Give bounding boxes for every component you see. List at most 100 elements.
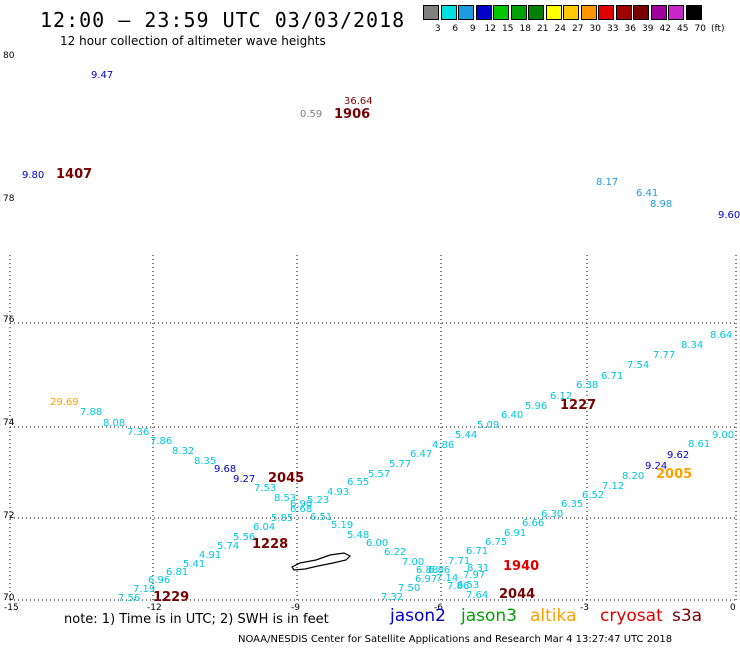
wave-height-value: 9.47 xyxy=(91,70,113,81)
wave-height-value: 9.00 xyxy=(712,430,734,441)
scale-swatch xyxy=(633,5,649,20)
wave-height-value: 0.59 xyxy=(300,109,322,120)
wave-height-value: 6.53 xyxy=(457,580,479,591)
scale-label: 45 xyxy=(677,24,689,34)
latitude-label: 74 xyxy=(3,418,15,428)
wave-height-value: 5.74 xyxy=(217,541,239,552)
longitude-label: -12 xyxy=(147,603,162,613)
wave-height-value: 8.53 xyxy=(274,493,296,504)
wave-height-value: 6.81 xyxy=(166,567,188,578)
wave-height-value: 6.00 xyxy=(366,538,388,549)
wave-height-value: 6.90 xyxy=(290,499,312,510)
wave-height-value: 6.68 xyxy=(290,504,312,515)
wave-height-value: 8.64 xyxy=(710,330,732,341)
scale-label: 18 xyxy=(519,24,531,34)
wave-height-value: 6.86 xyxy=(428,565,450,576)
wave-height-value: 4.91 xyxy=(199,550,221,561)
wave-height-value: 7.50 xyxy=(398,583,420,594)
wave-height-value: 7.53 xyxy=(254,483,276,494)
scale-swatch xyxy=(475,5,492,20)
satellite-jason3: jason3 xyxy=(461,606,517,626)
wave-height-value: 5.56 xyxy=(233,532,255,543)
wave-height-value: 6.55 xyxy=(347,477,369,488)
map-grid xyxy=(9,255,737,601)
scale-label: 27 xyxy=(572,24,584,34)
wave-height-value: 9.24 xyxy=(645,461,667,472)
wave-height-value: 6.91 xyxy=(504,528,526,539)
scale-label: 15 xyxy=(502,24,514,34)
wave-height-value: 7.86 xyxy=(447,581,469,592)
scale-label: (ft) xyxy=(710,24,725,34)
wave-height-value: 8.61 xyxy=(688,439,710,450)
longitude-label: -9 xyxy=(291,603,300,613)
jan-mayen-island xyxy=(291,552,352,571)
pass-time-label: 1940 xyxy=(503,559,539,574)
wave-height-value: 8.34 xyxy=(681,340,703,351)
longitude-label: 0 xyxy=(730,603,736,613)
wave-height-value: 7.36 xyxy=(127,427,149,438)
wave-height-value: 5.57 xyxy=(368,469,390,480)
scale-swatch xyxy=(423,5,439,20)
scale-swatch xyxy=(685,5,702,20)
wave-height-value: 8.35 xyxy=(194,456,216,467)
pass-time-label: 2005 xyxy=(656,467,692,482)
wave-height-value: 5.48 xyxy=(347,530,369,541)
scale-label: 21 xyxy=(537,24,549,34)
latitude-label: 70 xyxy=(3,593,15,603)
wave-height-value: 9.68 xyxy=(214,464,236,475)
wave-height-value: 8.08 xyxy=(103,418,125,429)
scale-label: 39 xyxy=(642,24,654,34)
pass-time-label: 1407 xyxy=(56,167,92,182)
wave-height-value: 7.12 xyxy=(602,481,624,492)
wave-height-value: 6.97 xyxy=(415,574,437,585)
latitude-label: 76 xyxy=(3,315,15,325)
wave-height-value: 7.77 xyxy=(653,350,675,361)
scale-swatch xyxy=(650,5,667,20)
wave-height-value: 6.30 xyxy=(541,509,563,520)
satellite-jason2: jason2 xyxy=(390,606,446,626)
wave-height-value: 6.22 xyxy=(384,547,406,558)
wave-height-value: 5.44 xyxy=(455,430,477,441)
wave-height-value: 6.47 xyxy=(410,449,432,460)
wave-height-value: 5.85 xyxy=(271,513,293,524)
wave-height-value: 7.32 xyxy=(381,592,403,603)
wave-height-value: 6.88 xyxy=(416,565,438,576)
scale-swatch xyxy=(615,5,632,20)
wave-height-value: 8.31 xyxy=(467,563,489,574)
wave-height-value: 7.00 xyxy=(402,557,424,568)
wave-height-value: 8.20 xyxy=(622,471,644,482)
wave-height-value: 6.41 xyxy=(636,188,658,199)
wave-height-value: 36.64 xyxy=(344,96,373,107)
scale-label: 9 xyxy=(469,24,476,34)
longitude-label: -6 xyxy=(434,603,443,613)
credit-line: NOAA/NESDIS Center for Satellite Applica… xyxy=(238,634,673,645)
wave-height-value: 7.86 xyxy=(150,436,172,447)
wave-height-value: 6.71 xyxy=(466,546,488,557)
units-note: note: 1) Time is in UTC; 2) SWH is in fe… xyxy=(64,612,329,627)
scale-swatch xyxy=(458,5,474,20)
scale-label: 30 xyxy=(589,24,601,34)
pass-time-label: 1227 xyxy=(560,398,596,413)
scale-label: 12 xyxy=(484,24,496,34)
wave-height-value: 4.93 xyxy=(327,487,349,498)
scale-label: 3 xyxy=(434,24,441,34)
wave-height-value: 9.62 xyxy=(667,450,689,461)
scale-swatch xyxy=(440,5,457,20)
wave-height-value: 7.71 xyxy=(448,556,470,567)
wave-height-value: 9.80 xyxy=(22,170,44,181)
wave-height-observations: 9.47 36.64 0.59 1906 9.80 1407 8.17 6.418.98 9.6… xyxy=(22,70,740,605)
wave-height-value: 6.66 xyxy=(522,518,544,529)
scale-label: 6 xyxy=(452,24,459,34)
wave-height-value: 7.64 xyxy=(466,590,488,601)
wave-height-value: 6.38 xyxy=(576,380,598,391)
wave-height-value: 4.86 xyxy=(432,440,454,451)
wave-height-value: 5.41 xyxy=(183,559,205,570)
wave-height-value: 6.52 xyxy=(582,490,604,501)
scale-label: 33 xyxy=(607,24,619,34)
pass-time-label: 1906 xyxy=(334,107,370,122)
wave-height-value: 6.71 xyxy=(601,371,623,382)
scale-swatch xyxy=(510,5,527,20)
scale-label: 24 xyxy=(554,24,566,34)
latitude-label: 72 xyxy=(3,511,14,521)
wave-height-value: 8.17 xyxy=(596,177,618,188)
